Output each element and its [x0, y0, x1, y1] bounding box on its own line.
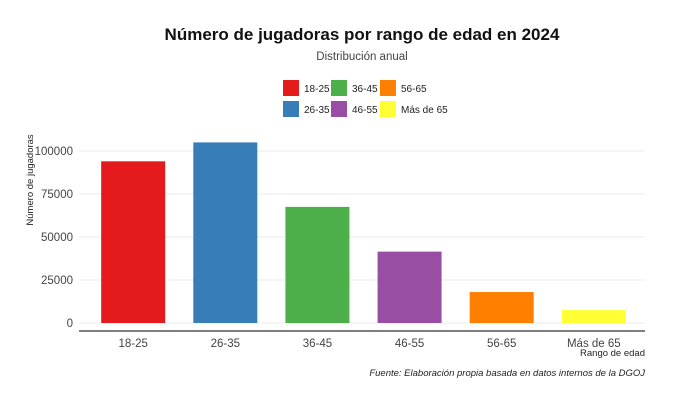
x-tick-label: 18-25	[118, 338, 147, 350]
x-axis-label: Rango de edad	[580, 348, 645, 359]
legend-label: 18-25	[304, 84, 330, 95]
legend-label: 56-65	[401, 84, 427, 95]
gridlines	[79, 150, 645, 324]
y-tick-label: 100000	[35, 146, 73, 158]
y-tick-label: 0	[67, 318, 73, 330]
legend-swatch	[283, 101, 299, 117]
legend-swatch	[380, 101, 396, 117]
y-tick-label: 50000	[41, 232, 73, 244]
legend-label: 36-45	[352, 84, 378, 95]
y-axis-ticks: 0 25000 50000 75000 100000	[35, 146, 73, 330]
x-axis-ticks: 18-25 26-35 36-45 46-55 56-65 Más de 65	[118, 338, 620, 350]
legend: 18-25 36-45 56-65 26-35 46-55 Más de 65	[283, 80, 448, 117]
bar-26-35	[193, 142, 258, 323]
legend-swatch	[331, 101, 347, 117]
bar-36-45	[285, 206, 350, 323]
chart-title: Número de jugadoras por rango de edad en…	[165, 25, 560, 44]
bar-56-65	[469, 292, 534, 323]
legend-label: 26-35	[304, 105, 330, 116]
y-tick-label: 25000	[41, 275, 73, 287]
bar-mas-de-65	[561, 310, 626, 323]
legend-label: 46-55	[352, 105, 378, 116]
legend-swatch	[380, 80, 396, 96]
x-tick-label: Más de 65	[567, 338, 621, 350]
legend-swatch	[331, 80, 347, 96]
y-axis-label: Número de jugadoras	[25, 134, 36, 226]
x-tick-label: 36-45	[303, 338, 332, 350]
bar-18-25	[101, 161, 166, 323]
chart-subtitle: Distribución anual	[316, 51, 407, 63]
bars	[101, 142, 626, 323]
chart-caption: Fuente: Elaboración propia basada en dat…	[369, 368, 645, 379]
legend-label: Más de 65	[401, 105, 448, 116]
x-tick-label: 46-55	[395, 338, 424, 350]
x-tick-label: 56-65	[487, 338, 516, 350]
legend-swatch	[283, 80, 299, 96]
y-tick-label: 75000	[41, 189, 73, 201]
bar-46-55	[377, 251, 442, 323]
x-tick-label: 26-35	[211, 338, 240, 350]
